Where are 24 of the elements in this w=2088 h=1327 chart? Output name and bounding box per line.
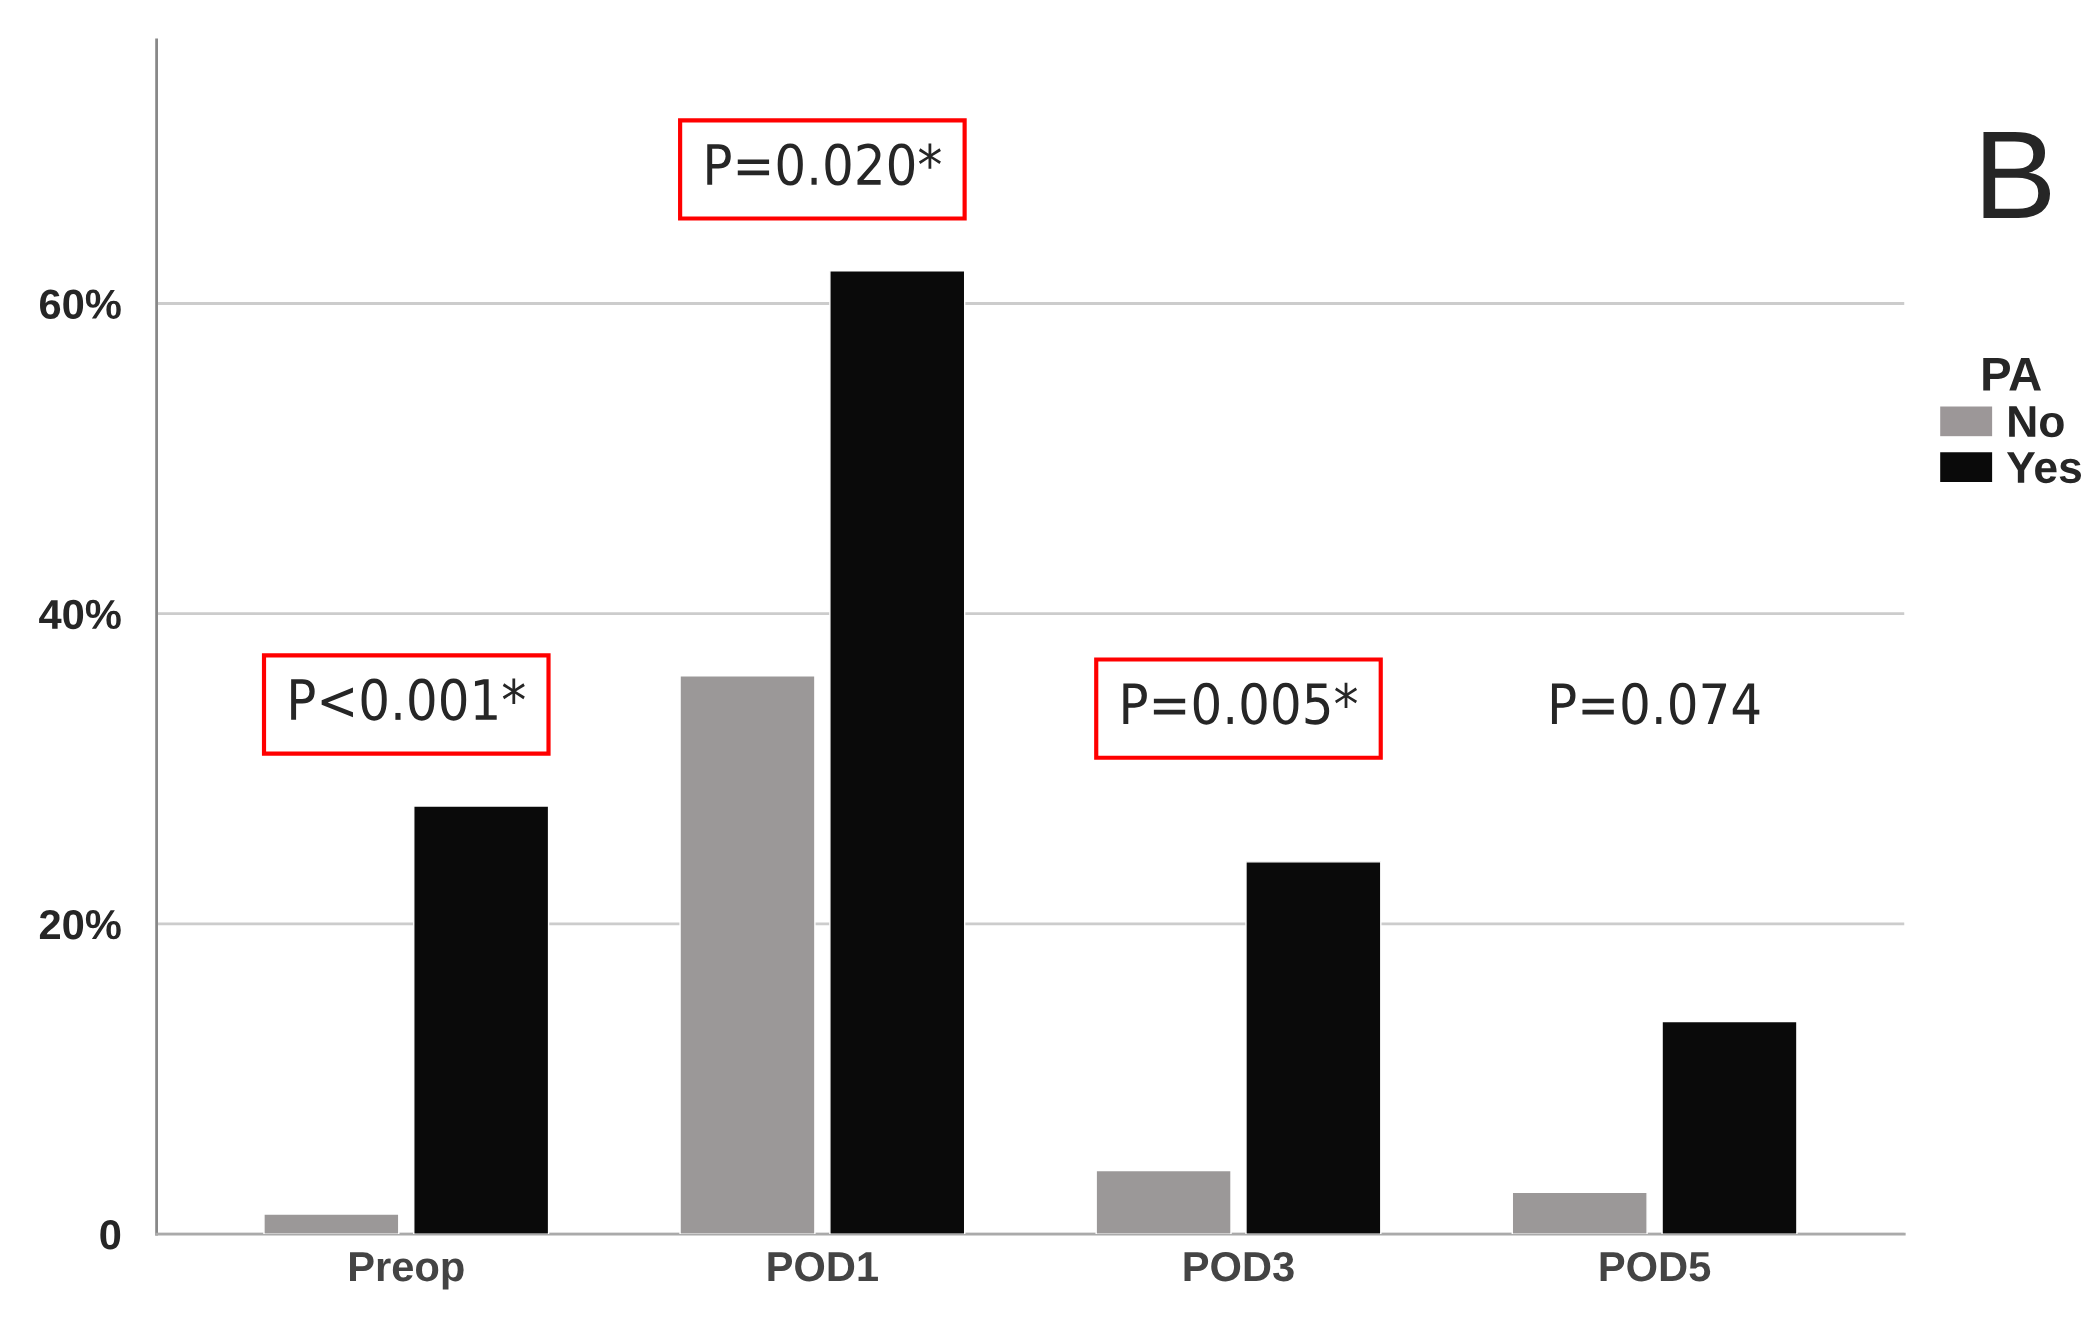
- y-tick-label: 60%: [40, 289, 121, 319]
- bar: [1095, 1169, 1232, 1235]
- x-tick-label: POD1: [768, 1251, 878, 1282]
- text: B: [1983, 132, 2051, 219]
- x-tick-label: POD5: [1600, 1251, 1711, 1282]
- bar: [1245, 861, 1382, 1235]
- annotation: P=0.074: [1551, 682, 1760, 725]
- bar: [679, 675, 816, 1235]
- annotation: P<0.001*: [291, 678, 525, 721]
- legend-label: No: [2009, 406, 2064, 438]
- y-tick-label: 20%: [39, 909, 121, 940]
- bar: [1661, 1020, 1798, 1235]
- annotation: P=0.020*: [707, 143, 941, 186]
- annotation: P=0.005*: [1123, 682, 1358, 725]
- bar: [263, 1213, 400, 1235]
- x-tick-label: POD3: [1184, 1251, 1294, 1282]
- bar: [1511, 1191, 1648, 1235]
- bar: [413, 805, 550, 1235]
- x-tick-label: Preop: [350, 1252, 464, 1290]
- y-tick-label: 0: [100, 1220, 121, 1250]
- legend-title: PA: [1983, 357, 2041, 391]
- y-tick-label: 40%: [39, 599, 121, 630]
- bar: [829, 270, 966, 1235]
- legend-label: Yes: [2006, 452, 2081, 484]
